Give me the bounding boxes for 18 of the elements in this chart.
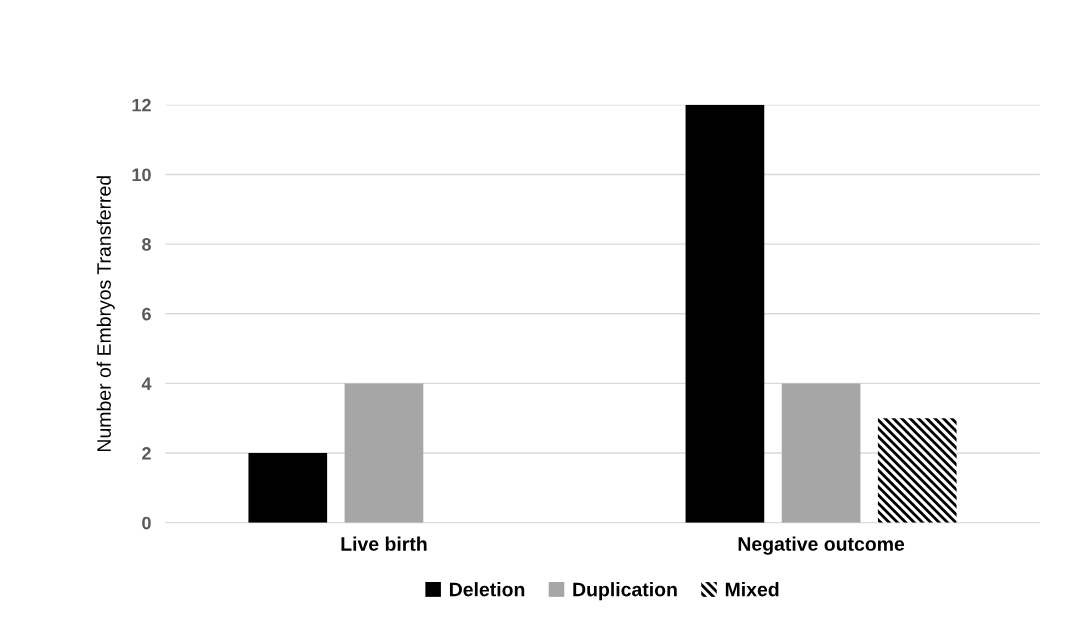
y-tick-label: 0 [142,516,151,530]
y-tick-label: 10 [132,168,151,182]
legend-label: Duplication [573,582,677,601]
x-tick-label: Negative outcome [738,536,905,555]
y-tick-label: 8 [142,238,151,251]
legend-label: Deletion [449,582,525,597]
y-tick-label: 4 [141,377,152,390]
bar [248,453,328,523]
y-tick-label: 2 [142,446,151,460]
bar [781,383,861,523]
x-tick-label: Live birth [341,536,427,551]
bar [685,104,765,523]
y-axis-title: Number of Embryos Transferred [96,176,115,452]
bar [344,383,424,523]
y-tick-label: 12 [132,98,151,112]
y-tick-label: 6 [142,307,151,321]
legend-label: Mixed [725,582,779,597]
bar [877,418,957,523]
